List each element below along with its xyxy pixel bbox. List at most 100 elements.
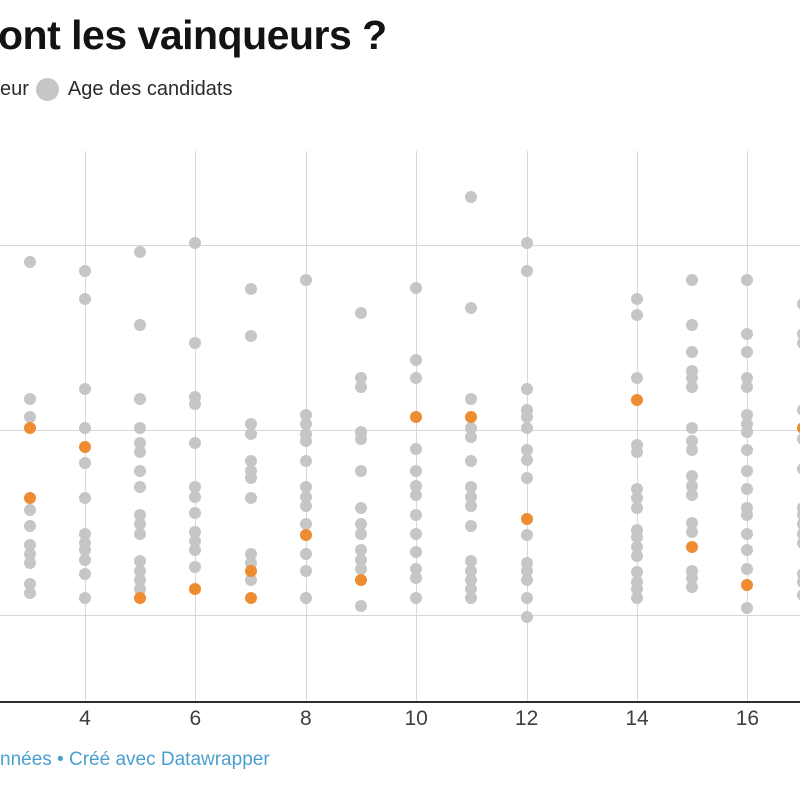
data-point-candidate[interactable] (299, 274, 312, 287)
data-point-candidate[interactable] (355, 307, 367, 320)
data-point-candidate[interactable] (299, 435, 312, 448)
data-point-candidate[interactable] (244, 329, 257, 342)
data-point-candidate[interactable] (299, 499, 312, 512)
data-point-candidate[interactable] (520, 610, 533, 623)
data-point-candidate[interactable] (134, 573, 147, 586)
data-point-candidate[interactable] (796, 403, 800, 416)
data-point-candidate[interactable] (189, 544, 202, 557)
data-point-candidate[interactable] (520, 472, 533, 485)
data-point-candidate[interactable] (299, 592, 312, 605)
data-point-candidate[interactable] (189, 436, 202, 449)
data-point-candidate[interactable] (796, 527, 800, 540)
data-point-candidate[interactable] (796, 568, 800, 581)
data-point-candidate[interactable] (686, 274, 699, 287)
data-point-winner[interactable] (741, 579, 754, 592)
data-point-candidate[interactable] (410, 372, 423, 385)
data-point-candidate[interactable] (23, 538, 36, 551)
data-point-winner[interactable] (465, 411, 478, 424)
datawrapper-credit-link[interactable]: Créé avec Datawrapper (69, 749, 270, 770)
data-point-candidate[interactable] (355, 518, 367, 531)
data-point-candidate[interactable] (79, 492, 91, 505)
data-point-candidate[interactable] (520, 573, 533, 586)
data-point-candidate[interactable] (410, 509, 423, 522)
data-point-candidate[interactable] (686, 488, 699, 501)
data-point-candidate[interactable] (134, 464, 147, 477)
data-point-candidate[interactable] (79, 568, 91, 581)
data-point-candidate[interactable] (23, 586, 36, 599)
data-point-candidate[interactable] (520, 237, 533, 250)
data-point-candidate[interactable] (631, 583, 643, 596)
data-point-winner[interactable] (631, 394, 643, 407)
data-point-candidate[interactable] (741, 562, 754, 575)
data-point-candidate[interactable] (465, 422, 478, 435)
data-point-candidate[interactable] (741, 527, 754, 540)
data-point-candidate[interactable] (741, 464, 754, 477)
data-point-candidate[interactable] (465, 520, 478, 533)
data-point-candidate[interactable] (244, 492, 257, 505)
data-point-candidate[interactable] (79, 553, 91, 566)
data-point-candidate[interactable] (134, 392, 147, 405)
data-point-candidate[interactable] (299, 455, 312, 468)
data-point-candidate[interactable] (686, 479, 699, 492)
data-point-candidate[interactable] (189, 525, 202, 538)
data-point-candidate[interactable] (465, 431, 478, 444)
data-point-candidate[interactable] (23, 392, 36, 405)
data-point-candidate[interactable] (741, 544, 754, 557)
data-point-candidate[interactable] (79, 592, 91, 605)
data-point-candidate[interactable] (631, 566, 643, 579)
data-point-candidate[interactable] (79, 422, 91, 435)
data-point-candidate[interactable] (410, 281, 423, 294)
data-point-candidate[interactable] (79, 457, 91, 470)
data-point-candidate[interactable] (796, 327, 800, 340)
data-point-candidate[interactable] (520, 592, 533, 605)
data-point-candidate[interactable] (796, 462, 800, 475)
data-point-candidate[interactable] (355, 553, 367, 566)
data-point-candidate[interactable] (134, 555, 147, 568)
data-point-candidate[interactable] (631, 309, 643, 322)
data-point-candidate[interactable] (520, 564, 533, 577)
data-point-candidate[interactable] (355, 433, 367, 446)
data-point-candidate[interactable] (686, 470, 699, 483)
data-point-candidate[interactable] (244, 472, 257, 485)
data-point-candidate[interactable] (299, 547, 312, 560)
data-point-candidate[interactable] (741, 409, 754, 422)
data-point-candidate[interactable] (686, 318, 699, 331)
data-point-winner[interactable] (355, 573, 367, 586)
data-point-candidate[interactable] (410, 527, 423, 540)
data-point-candidate[interactable] (134, 446, 147, 459)
data-point-candidate[interactable] (465, 481, 478, 494)
data-point-candidate[interactable] (23, 255, 36, 268)
data-point-candidate[interactable] (189, 237, 202, 250)
data-point-candidate[interactable] (741, 346, 754, 359)
data-point-candidate[interactable] (796, 518, 800, 531)
data-point-candidate[interactable] (355, 464, 367, 477)
data-point-candidate[interactable] (741, 483, 754, 496)
data-point-candidate[interactable] (796, 536, 800, 549)
data-point-winner[interactable] (189, 583, 202, 596)
data-point-candidate[interactable] (741, 601, 754, 614)
data-point-candidate[interactable] (741, 372, 754, 385)
source-link[interactable]: nnées (0, 749, 52, 770)
data-point-candidate[interactable] (79, 264, 91, 277)
data-point-candidate[interactable] (465, 190, 478, 203)
data-point-candidate[interactable] (410, 592, 423, 605)
data-point-candidate[interactable] (796, 575, 800, 588)
data-point-candidate[interactable] (796, 337, 800, 350)
data-point-candidate[interactable] (796, 433, 800, 446)
data-point-candidate[interactable] (465, 592, 478, 605)
data-point-candidate[interactable] (465, 392, 478, 405)
data-point-candidate[interactable] (631, 492, 643, 505)
data-point-candidate[interactable] (465, 301, 478, 314)
data-point-candidate[interactable] (686, 444, 699, 457)
data-point-candidate[interactable] (134, 318, 147, 331)
data-point-candidate[interactable] (741, 425, 754, 438)
data-point-candidate[interactable] (244, 573, 257, 586)
data-point-candidate[interactable] (189, 535, 202, 547)
data-point-candidate[interactable] (520, 422, 533, 435)
data-point-candidate[interactable] (741, 509, 754, 522)
data-point-candidate[interactable] (79, 383, 91, 396)
data-point-candidate[interactable] (23, 520, 36, 533)
data-point-candidate[interactable] (631, 446, 643, 459)
data-point-candidate[interactable] (631, 501, 643, 514)
data-point-candidate[interactable] (631, 483, 643, 496)
